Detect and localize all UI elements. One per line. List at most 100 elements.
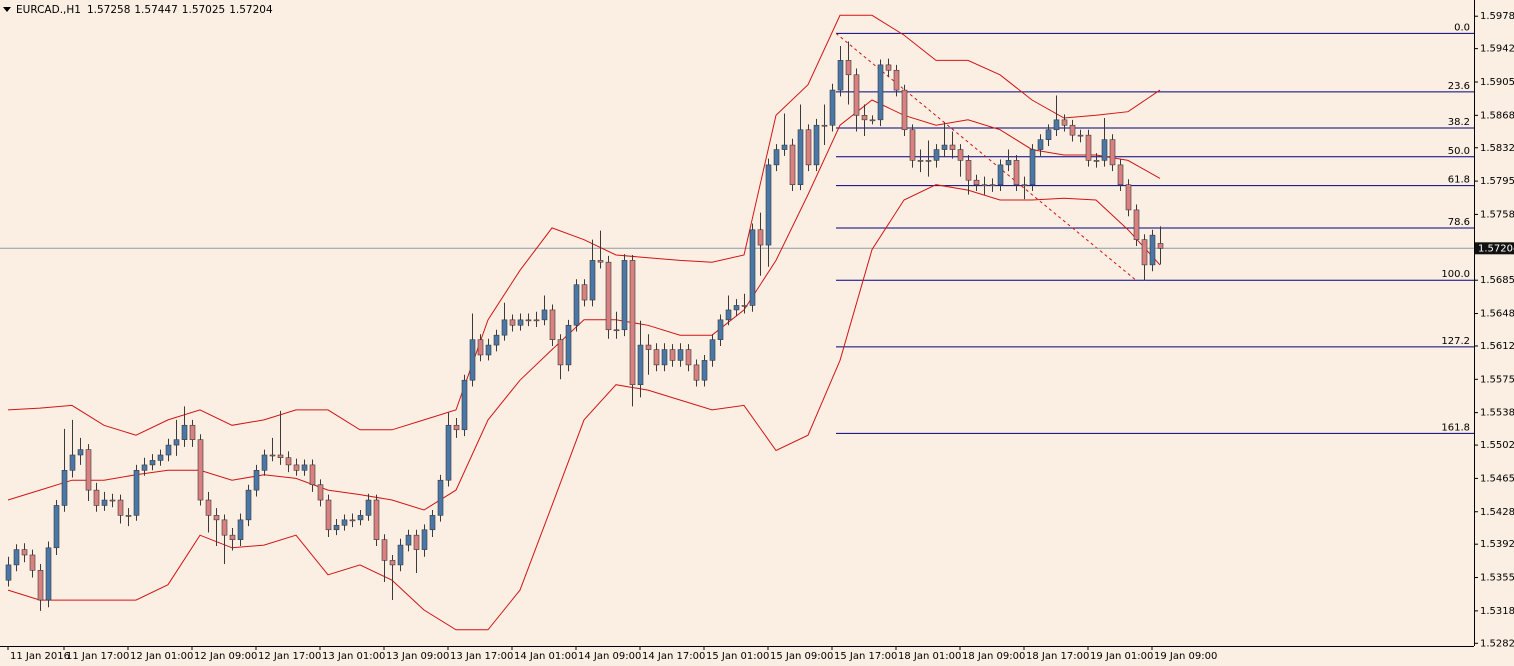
y-tick-label: 1.58680 [1480,110,1514,121]
candle-body [1149,234,1156,266]
candle-body [653,349,660,366]
candle-body [949,144,956,150]
menu-arrow[interactable] [3,7,11,12]
candle-body [1157,243,1164,249]
candle-body [469,339,476,381]
candle-body [829,89,836,126]
candle-body [765,164,772,246]
candle-body [797,129,804,186]
y-tick-label: 1.54650 [1480,473,1514,484]
candle-body [557,339,564,366]
candle-body [973,179,980,186]
y-tick-label: 1.55020 [1480,440,1514,451]
candle-body [389,560,396,566]
header-low: 1.57025 [182,4,225,16]
candle-body [1029,149,1036,186]
candle-body [533,319,540,322]
candle-body [301,464,308,471]
candle-body [1077,134,1084,137]
candle-body [397,544,404,566]
y-tick-label: 1.57950 [1480,176,1514,187]
candle-body [853,74,860,116]
candle-body [997,164,1004,186]
candle-body [205,499,212,516]
candle-body [709,339,716,361]
candle-body [1045,129,1052,140]
candle-body [437,479,444,516]
candle-body [661,349,668,366]
fibo-label: 127.2 [1441,336,1470,347]
candle-body [189,424,196,440]
candle-body [629,260,636,386]
candle-body [165,444,172,456]
candle-body [333,524,340,531]
candle-body [1053,119,1060,131]
candle-body [221,519,228,536]
candle-body [901,89,908,131]
candle-body [1085,134,1092,161]
candle-body [277,454,284,458]
candle-body [989,184,996,187]
fibo-label: 78.6 [1448,217,1470,228]
candle-body [493,334,500,346]
x-tick-label: 11 Jan 17:00 [66,651,129,662]
candle-body [421,529,428,550]
symbol-label: EURCAD.,H1 [16,4,81,16]
candle-body [845,60,852,76]
candle-body [485,344,492,356]
x-tick-label: 18 Jan 09:00 [962,651,1025,662]
candle-body [685,349,692,366]
candle-body [445,424,452,481]
candle-body [741,305,748,307]
candle-body [309,464,316,486]
candle-body [605,261,612,331]
y-tick-label: 1.52820 [1480,638,1514,649]
candle-body [453,424,460,431]
candle-body [1125,184,1132,211]
candle-body [117,499,124,516]
candle-body [613,329,620,332]
candle-body [813,124,820,166]
candle-body [597,260,604,263]
y-tick-label: 1.56480 [1480,309,1514,320]
candle-body [717,319,724,340]
candle-body [365,499,372,516]
x-tick-label: 13 Jan 01:00 [322,651,385,662]
candle-body [405,534,412,546]
candle-body [805,129,812,166]
candle-body [1141,239,1148,266]
candle-body [157,454,164,461]
candle-body [125,515,132,517]
candle-body [477,339,484,356]
candle-body [413,534,420,550]
y-tick-label: 1.53180 [1480,606,1514,617]
candle-body [349,519,356,522]
candle-body [21,549,28,556]
fibo-label: 161.8 [1441,422,1470,433]
y-tick-label: 1.56120 [1480,341,1514,352]
x-tick-label: 15 Jan 09:00 [770,651,833,662]
candle-body [325,499,332,531]
x-tick-label: 14 Jan 01:00 [514,651,577,662]
candle-body [1061,119,1068,126]
candle-body [1109,139,1116,166]
candle-body [197,439,204,501]
x-tick-label: 11 Jan 2016 [10,651,70,662]
header-close: 1.57204 [229,4,273,16]
candle-body [645,344,652,350]
fibo-label: 23.6 [1448,81,1470,92]
candle-body [213,515,220,521]
fibo-label: 0.0 [1454,22,1470,33]
candle-body [237,519,244,540]
x-tick-label: 14 Jan 09:00 [578,651,641,662]
candle-body [85,449,92,491]
candle-body [5,564,12,581]
candle-body [1093,160,1100,162]
candle-body [981,184,988,187]
candle-body [957,149,964,161]
x-tick-label: 19 Jan 01:00 [1090,651,1153,662]
candle-body [965,160,972,181]
